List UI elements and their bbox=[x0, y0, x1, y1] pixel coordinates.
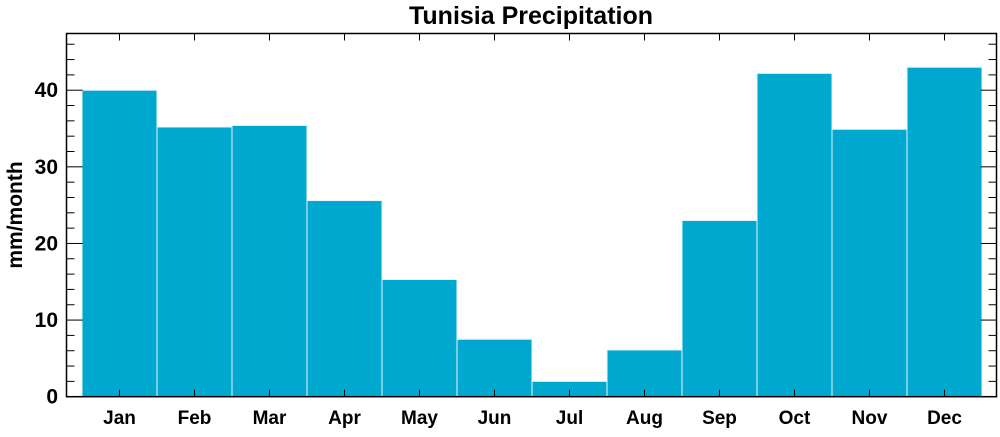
bar-sep bbox=[681, 219, 758, 398]
bar-mar bbox=[231, 124, 308, 398]
y-tick-label: 10 bbox=[35, 309, 58, 332]
bar-oct bbox=[756, 72, 833, 398]
y-axis-label: mm/month bbox=[4, 161, 27, 268]
chart-title: Tunisia Precipitation bbox=[409, 2, 653, 30]
bar-aug bbox=[606, 349, 683, 398]
x-tick-label: May bbox=[401, 408, 438, 429]
x-tick-label: Jan bbox=[103, 408, 136, 429]
bar-feb bbox=[156, 126, 233, 398]
bar-dec bbox=[906, 66, 983, 398]
bars bbox=[81, 66, 983, 398]
bar-apr bbox=[306, 200, 383, 398]
y-tick-label: 20 bbox=[35, 232, 58, 255]
x-tick-label: Mar bbox=[253, 408, 287, 429]
x-tick-label: Feb bbox=[178, 408, 212, 429]
y-tick-label: 30 bbox=[35, 156, 58, 179]
bar-may bbox=[381, 278, 458, 398]
x-tick-label: Dec bbox=[927, 408, 962, 429]
bar-nov bbox=[831, 128, 908, 398]
x-tick-label: Jul bbox=[556, 408, 583, 429]
plot-frame bbox=[65, 32, 998, 398]
tick-labels: Jan Feb Mar Apr May Jun Jul Aug Sep Oct Nov Dec 0 10 2… bbox=[35, 79, 963, 429]
x-tick-label: Jun bbox=[478, 408, 512, 429]
x-tick-label: Apr bbox=[328, 408, 361, 429]
axes bbox=[65, 32, 998, 398]
x-tick-label: Oct bbox=[779, 408, 811, 429]
y-tick-label: 0 bbox=[46, 386, 58, 409]
y-tick-label: 40 bbox=[35, 79, 58, 102]
x-tick-label: Aug bbox=[626, 408, 663, 429]
bar-jan bbox=[81, 89, 158, 398]
bar-jun bbox=[456, 338, 533, 398]
x-tick-label: Sep bbox=[702, 408, 737, 429]
x-tick-label: Nov bbox=[852, 408, 888, 429]
